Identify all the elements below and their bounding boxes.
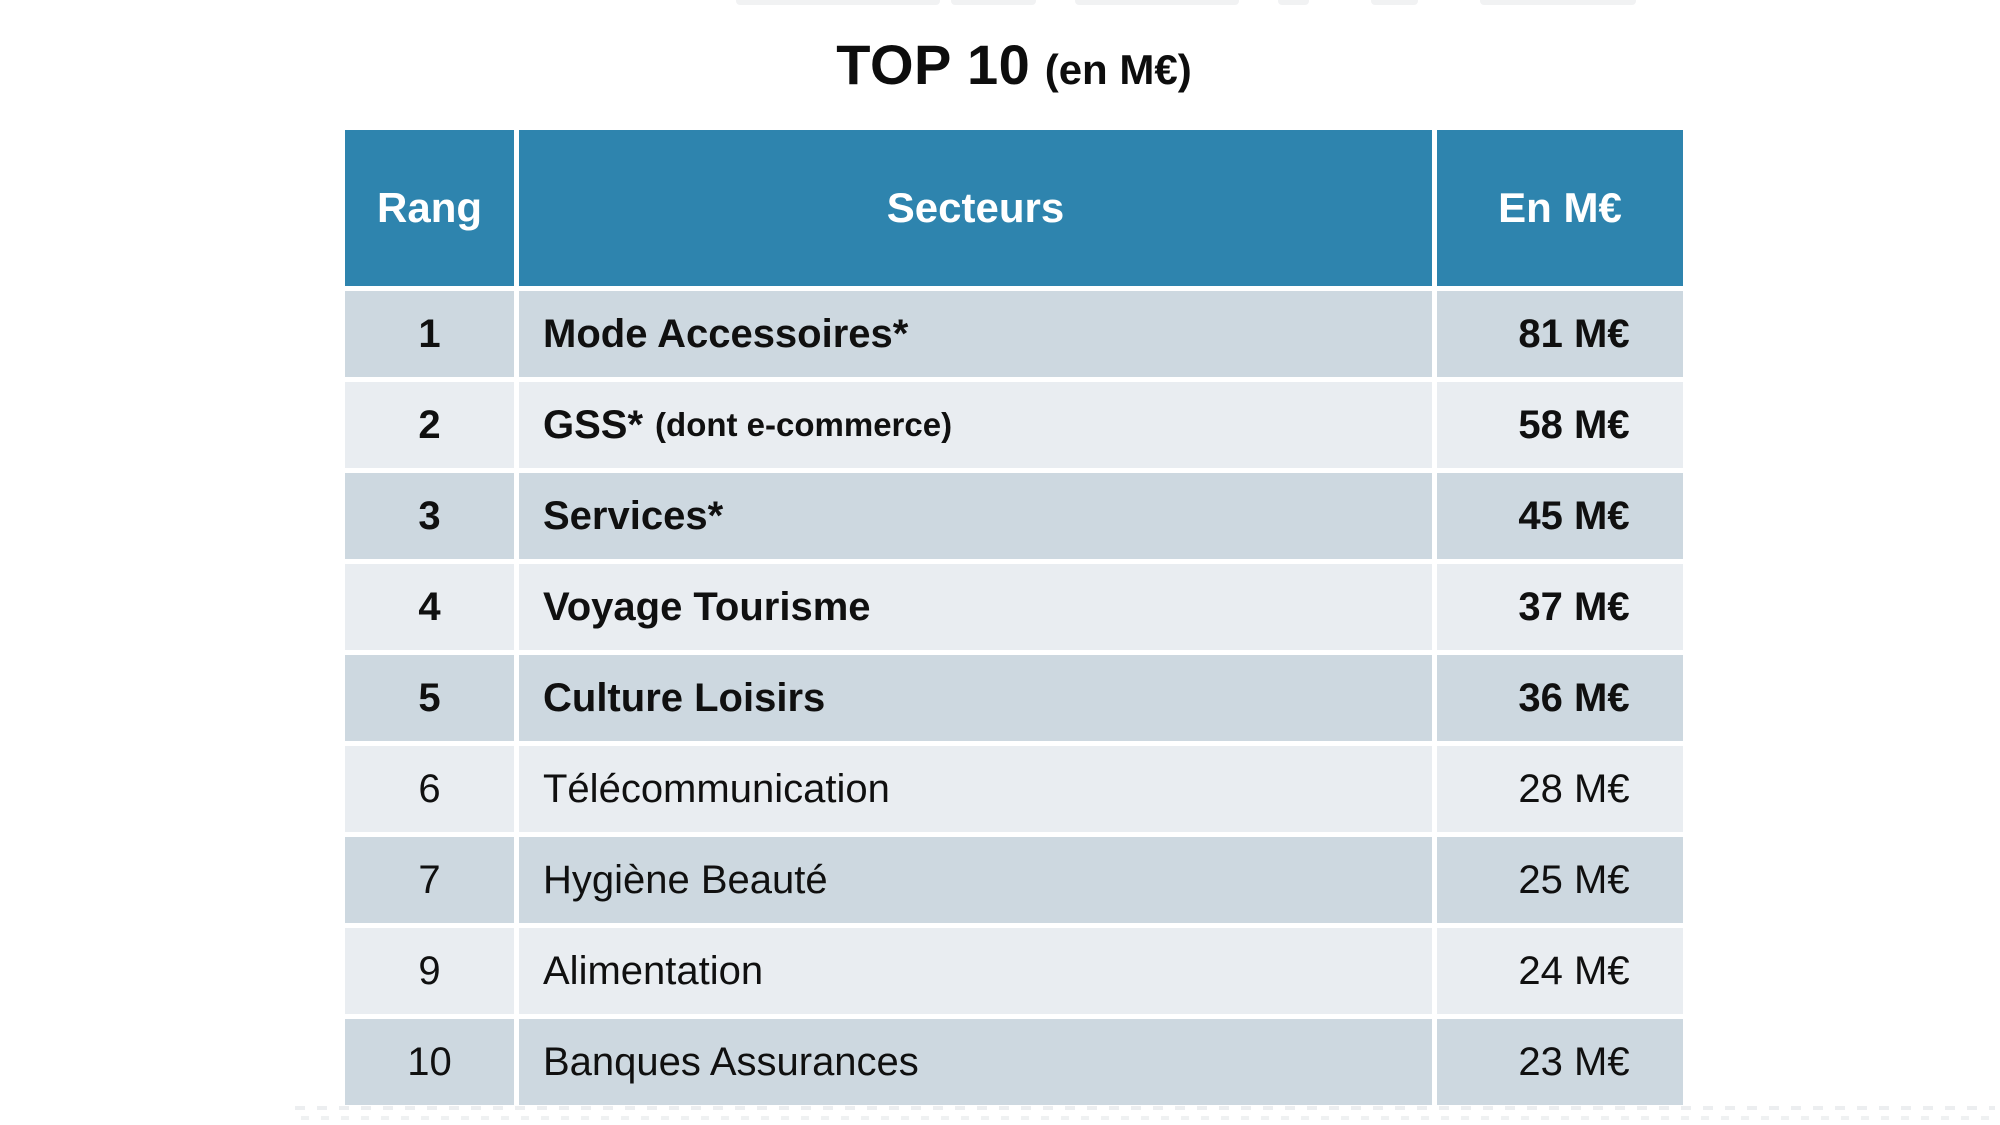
table-row: 9 Alimentation 24 M€ [345, 928, 1683, 1014]
header-cell-rang: Rang [345, 130, 514, 286]
table-row: 2 GSS* (dont e-commerce) 58 M€ [345, 382, 1683, 468]
sector-name: Banques Assurances [543, 1039, 919, 1084]
table-header-row: Rang Secteurs En M€ [345, 130, 1683, 286]
rank-cell: 1 [345, 291, 514, 377]
page-title-unit: (en M€) [1044, 46, 1192, 93]
value-cell: 58 M€ [1437, 382, 1683, 468]
sector-name: Culture Loisirs [543, 675, 826, 720]
value-cell: 36 M€ [1437, 655, 1683, 741]
rank-cell: 5 [345, 655, 514, 741]
top-edge-shape [1371, 0, 1418, 5]
sector-cell: Hygiène Beauté [519, 837, 1432, 923]
page-title-main: TOP 10 [836, 33, 1031, 96]
top10-table: Rang Secteurs En M€ 1 Mode Accessoires* … [345, 130, 1683, 1105]
value-cell: 45 M€ [1437, 473, 1683, 559]
rank-cell: 7 [345, 837, 514, 923]
top-edge-shape [1075, 0, 1239, 5]
top-edge-shape [951, 0, 1036, 5]
value-cell: 24 M€ [1437, 928, 1683, 1014]
sector-cell: Banques Assurances [519, 1019, 1432, 1105]
top-edge-shape [1480, 0, 1636, 5]
sector-cell: Voyage Tourisme [519, 564, 1432, 650]
sector-name: Mode Accessoires* [543, 311, 909, 356]
sector-name: Hygiène Beauté [543, 857, 828, 902]
sector-name: Télécommunication [543, 766, 890, 811]
table-row: 1 Mode Accessoires* 81 M€ [345, 291, 1683, 377]
sector-cell: Mode Accessoires* [519, 291, 1432, 377]
sector-name: Services* [543, 493, 724, 538]
value-cell: 81 M€ [1437, 291, 1683, 377]
sector-cell: Télécommunication [519, 746, 1432, 832]
table-row: 3 Services* 45 M€ [345, 473, 1683, 559]
header-cell-secteurs: Secteurs [519, 130, 1432, 286]
table-row: 4 Voyage Tourisme 37 M€ [345, 564, 1683, 650]
top-edge-shape [1278, 0, 1309, 5]
sector-cell: Alimentation [519, 928, 1432, 1014]
top-edge-shape [736, 0, 940, 5]
page-title: TOP 10 (en M€) [345, 32, 1683, 97]
table-row: 7 Hygiène Beauté 25 M€ [345, 837, 1683, 923]
table-body: 1 Mode Accessoires* 81 M€ 2 GSS* (dont e… [345, 291, 1683, 1105]
value-cell: 23 M€ [1437, 1019, 1683, 1105]
table-row: 5 Culture Loisirs 36 M€ [345, 655, 1683, 741]
rank-cell: 2 [345, 382, 514, 468]
sector-cell: Culture Loisirs [519, 655, 1432, 741]
table-row: 6 Télécommunication 28 M€ [345, 746, 1683, 832]
top-edge-artifact [0, 0, 2000, 6]
value-cell: 25 M€ [1437, 837, 1683, 923]
sector-name: GSS* [543, 402, 644, 447]
rank-cell: 6 [345, 746, 514, 832]
table-row: 10 Banques Assurances 23 M€ [345, 1019, 1683, 1105]
bottom-edge-artifact [295, 1106, 1995, 1122]
sector-name: Voyage Tourisme [543, 584, 871, 629]
sector-cell: Services* [519, 473, 1432, 559]
value-cell: 37 M€ [1437, 564, 1683, 650]
header-cell-valeur: En M€ [1437, 130, 1683, 286]
sector-cell: GSS* (dont e-commerce) [519, 382, 1432, 468]
value-cell: 28 M€ [1437, 746, 1683, 832]
rank-cell: 10 [345, 1019, 514, 1105]
sector-note: (dont e-commerce) [655, 406, 953, 443]
sector-name: Alimentation [543, 948, 764, 993]
rank-cell: 9 [345, 928, 514, 1014]
rank-cell: 3 [345, 473, 514, 559]
rank-cell: 4 [345, 564, 514, 650]
